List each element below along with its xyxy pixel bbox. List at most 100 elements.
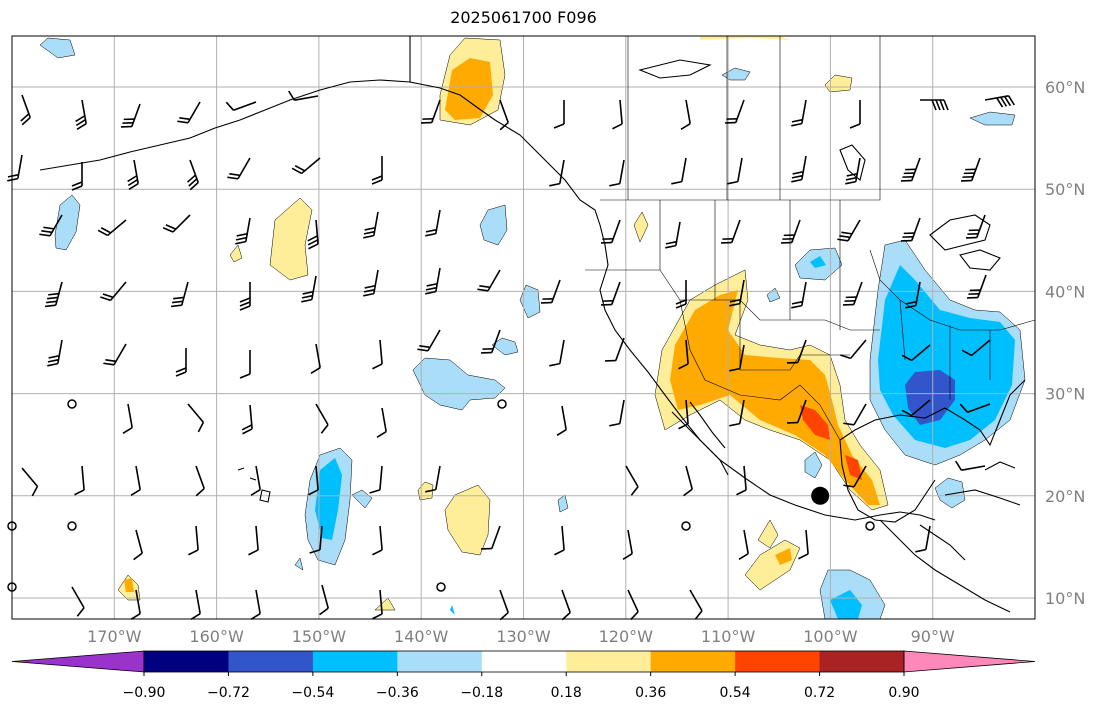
map-title: 2025061700 F096 (450, 8, 597, 27)
wind-barb (235, 217, 251, 245)
wind-barb (71, 162, 83, 191)
wind-barb (541, 279, 561, 304)
wind-barb (791, 155, 807, 183)
wind-barb (71, 586, 85, 617)
wind-barb (627, 589, 639, 621)
colorbar-tick-label: 0.18 (551, 685, 582, 701)
wind-barb (840, 339, 867, 360)
wind-barb (308, 465, 319, 496)
wind-barb (376, 407, 387, 438)
wind-barb (901, 344, 931, 362)
latitude-tick-label: 50°N (1045, 180, 1085, 199)
longitude-tick-label: 150°W (292, 627, 347, 646)
wind-barb (729, 344, 745, 372)
wind-barb (239, 350, 251, 379)
wind-barb (39, 214, 63, 237)
wind-barbs (7, 90, 1015, 621)
wind-barb (554, 525, 565, 556)
wind-barb (315, 403, 329, 434)
cold-anomaly-pacific-south-core (315, 458, 342, 540)
wind-barb (288, 90, 319, 101)
cold-anomaly-small-15 (557, 494, 569, 513)
wind-barb (319, 584, 329, 616)
wind-barb (609, 399, 625, 427)
colorbar-tick-label: 0.90 (888, 685, 919, 701)
warm-anomaly-small-f (124, 578, 134, 592)
wind-barb (227, 157, 251, 180)
wind-barb (798, 529, 809, 560)
wind-barb (7, 154, 23, 182)
longitude-tick-label: 160°W (189, 627, 244, 646)
warm-anomaly-small-h (633, 211, 649, 243)
cold-anomaly-small-11 (804, 451, 823, 479)
colorbar-segment (650, 651, 736, 672)
wind-barb (481, 329, 501, 354)
wind-barb (689, 589, 703, 620)
wind-barb (671, 157, 687, 185)
colorbar-tick-label: 0.36 (635, 685, 666, 701)
cold-anomaly-small-3 (479, 204, 508, 246)
wind-barb (678, 399, 689, 430)
cold-anomaly-small-6 (721, 67, 751, 81)
colorbar-tick-label: 0.72 (804, 685, 835, 701)
wind-barb (984, 95, 1015, 108)
colorbar-tick-label: 0.54 (720, 685, 751, 701)
warm-anomaly-core-2 (845, 455, 862, 480)
wind-barb (843, 281, 863, 306)
wind-barb (553, 100, 565, 129)
wind-barb (425, 209, 441, 237)
wind-barb (843, 465, 867, 488)
cold-anomaly-small-5 (39, 37, 76, 59)
colorbar-tick-label: −0.72 (207, 685, 250, 701)
wind-barb (21, 467, 39, 497)
wind-barb (74, 465, 85, 496)
wind-barb (729, 279, 745, 307)
wind-barb (622, 529, 633, 560)
cold-anomaly-small-14 (830, 590, 862, 619)
colorbar-segment (735, 651, 821, 672)
latitude-labels: 60°N 50°N 40°N 30°N 20°N 10°N (1045, 78, 1085, 608)
wind-barb (363, 211, 379, 239)
wind-barb (678, 339, 689, 370)
coastlines (39, 36, 1026, 613)
wind-barb (845, 157, 861, 185)
wind-barb (162, 214, 191, 233)
colorbar-segment (312, 651, 398, 672)
wind-barb (955, 460, 986, 471)
longitude-tick-label: 90°W (911, 627, 955, 646)
wind-barb (725, 99, 745, 124)
wind-barb (47, 339, 63, 367)
wind-barb (241, 404, 253, 435)
wind-barb (738, 529, 749, 560)
colorbar-segment (144, 651, 229, 672)
wind-barb (736, 465, 747, 496)
wind-barb (190, 589, 201, 620)
wind-barb (499, 99, 509, 131)
wind-barb (239, 282, 251, 311)
wind-barb (121, 103, 141, 128)
longitude-tick-label: 100°W (803, 627, 858, 646)
wind-barb (425, 267, 441, 295)
longitude-labels: 170°W 160°W 150°W 140°W 130°W 120°W 110°W 100°W… (87, 627, 955, 646)
wind-barb (363, 269, 379, 297)
wind-barb (961, 157, 981, 182)
wind-barb (849, 100, 861, 129)
wind-barb (307, 219, 319, 250)
cold-anomaly-small-17 (450, 605, 455, 615)
wind-barb (481, 525, 501, 550)
colorbar-extend-high (903, 650, 1036, 673)
wind-barb (787, 399, 807, 424)
wind-barb (248, 525, 259, 556)
wind-barb (729, 399, 745, 427)
colorbar: −0.90 −0.72 −0.54 −0.36 −0.18 0.18 0.36 0.54 0.7… (11, 650, 1036, 701)
latitude-tick-label: 10°N (1045, 589, 1085, 608)
wind-barb (556, 405, 567, 436)
location-marker (811, 486, 830, 505)
colorbar-frame (143, 650, 905, 673)
wind-barb (170, 281, 189, 308)
wind-barb (549, 159, 565, 187)
wind-barb (195, 465, 205, 497)
wind-barb (721, 219, 741, 244)
wind-barb (683, 465, 693, 497)
colorbar-segment (397, 651, 483, 672)
